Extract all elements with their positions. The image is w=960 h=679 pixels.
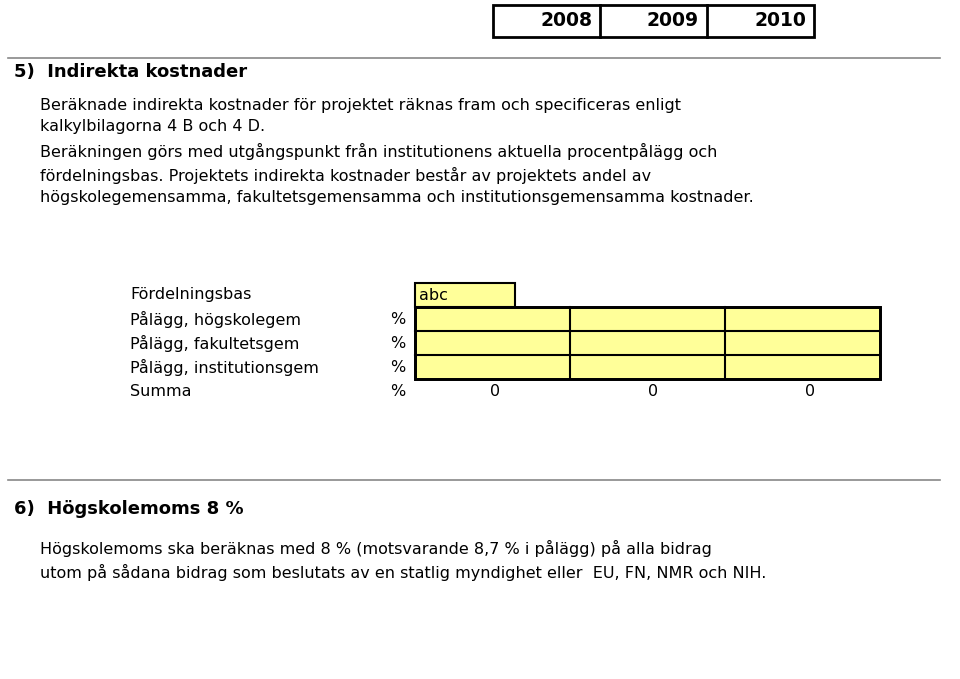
Text: 0: 0	[490, 384, 500, 399]
Bar	[415, 307, 570, 331]
Bar	[570, 331, 725, 355]
Text: %: %	[390, 335, 405, 350]
Bar	[570, 355, 725, 379]
Text: 2009: 2009	[647, 12, 699, 31]
Bar	[725, 307, 880, 331]
Bar	[570, 307, 725, 331]
Text: Pålägg, högskolegem: Pålägg, högskolegem	[130, 310, 301, 327]
Text: 2008: 2008	[540, 12, 592, 31]
Text: 0: 0	[648, 384, 658, 399]
Bar	[415, 283, 515, 307]
Text: 0: 0	[804, 384, 815, 399]
Text: Summa: Summa	[130, 384, 191, 399]
Text: Fördelningsbas: Fördelningsbas	[130, 287, 252, 303]
Text: %: %	[390, 312, 405, 327]
Text: 2010: 2010	[755, 12, 806, 31]
Bar	[415, 331, 570, 355]
Bar	[415, 307, 880, 379]
Bar	[725, 355, 880, 379]
Text: %: %	[390, 384, 405, 399]
Text: abc: abc	[419, 287, 448, 303]
Text: %: %	[390, 359, 405, 375]
Bar	[493, 5, 814, 37]
Text: Beräkningen görs med utgångspunkt från institutionens aktuella procentpålägg och: Beräkningen görs med utgångspunkt från i…	[40, 143, 754, 205]
Text: Beräknade indirekta kostnader för projektet räknas fram och specificeras enligt
: Beräknade indirekta kostnader för projek…	[40, 98, 681, 134]
Text: Pålägg, fakultetsgem: Pålägg, fakultetsgem	[130, 335, 300, 352]
Text: Pålägg, institutionsgem: Pålägg, institutionsgem	[130, 359, 319, 375]
Bar	[415, 355, 570, 379]
Text: Högskolemoms ska beräknas med 8 % (motsvarande 8,7 % i pålägg) på alla bidrag
ut: Högskolemoms ska beräknas med 8 % (motsv…	[40, 540, 766, 581]
Bar	[415, 307, 880, 379]
Bar	[725, 331, 880, 355]
Text: 5)  Indirekta kostnader: 5) Indirekta kostnader	[14, 63, 247, 81]
Text: 6)  Högskolemoms 8 %: 6) Högskolemoms 8 %	[14, 500, 244, 518]
